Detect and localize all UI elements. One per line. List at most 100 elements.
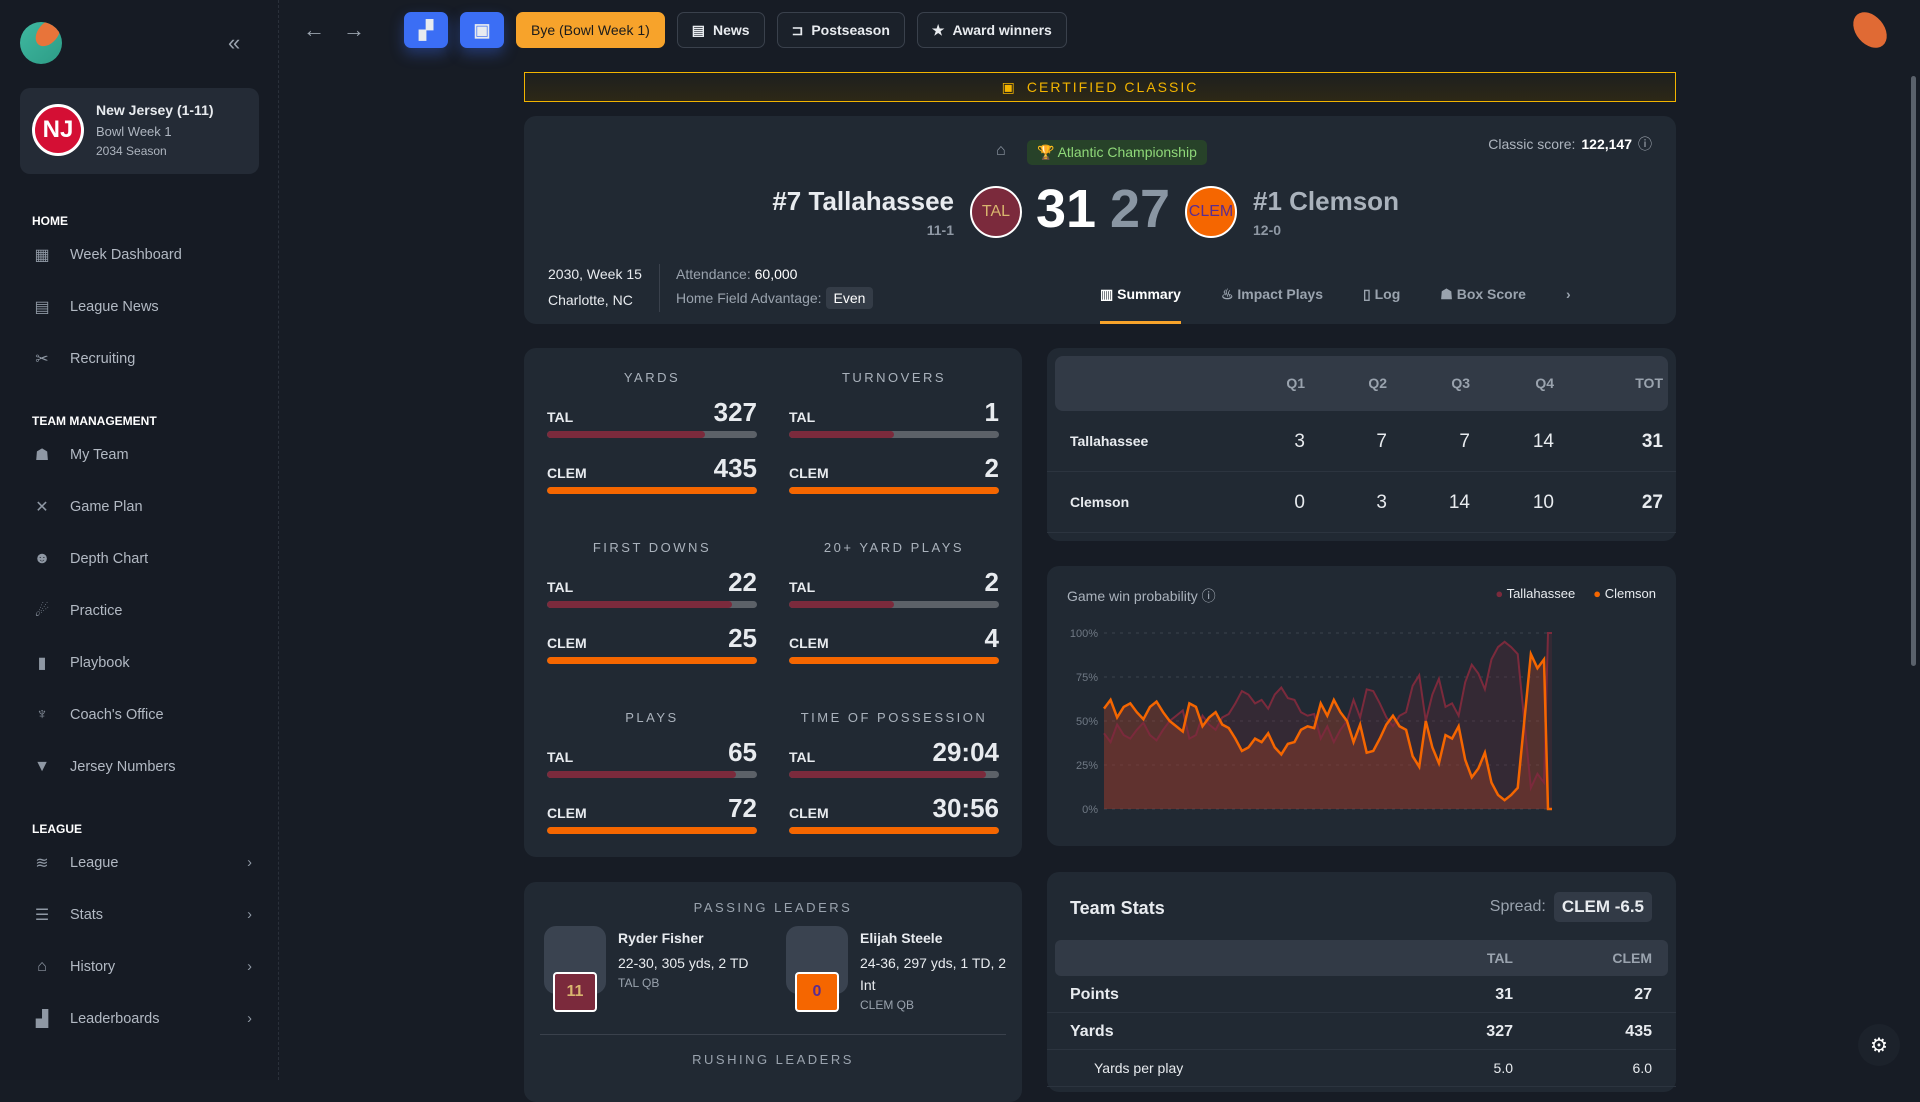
forward-arrow-icon[interactable]: → bbox=[343, 17, 365, 42]
back-arrow-icon[interactable]: ← bbox=[303, 17, 325, 42]
away-team-logo[interactable]: CLEM bbox=[1185, 186, 1237, 238]
advance-week-button[interactable]: Bye (Bowl Week 1) bbox=[516, 12, 665, 48]
quarter-header-cell: Q4 bbox=[1535, 375, 1554, 391]
leader-card[interactable]: 11 Ryder Fisher 22-30, 305 yds, 2 TD TAL QB bbox=[544, 924, 774, 1024]
game-location: Charlotte, NC bbox=[548, 292, 633, 308]
scrollbar[interactable] bbox=[1911, 76, 1916, 666]
info-icon[interactable]: ⓘ bbox=[1638, 136, 1652, 152]
more-tabs-chevron-icon[interactable]: › bbox=[1565, 286, 1571, 302]
sidebar-item-game-plan[interactable]: ✕ Game Plan bbox=[32, 492, 252, 522]
home-record: 11-1 bbox=[926, 222, 954, 238]
team-abbr: CLEM bbox=[789, 805, 829, 821]
football-icon[interactable] bbox=[1846, 5, 1894, 55]
legend-dot-icon: ● bbox=[1495, 586, 1507, 601]
stat-bar bbox=[789, 487, 999, 494]
stat-comparison: FIRST DOWNS TAL 22 CLEM 25 bbox=[547, 540, 757, 679]
sidebar-item-recruiting[interactable]: ✂ Recruiting bbox=[32, 344, 252, 374]
news-button[interactable]: ▤ News bbox=[676, 12, 765, 48]
y-tick-label: 50% bbox=[1076, 716, 1098, 728]
quarter-score: 27 bbox=[1641, 492, 1663, 513]
sidebar-item-label: History bbox=[70, 959, 116, 975]
team-abbr: TAL bbox=[547, 749, 574, 765]
team-card[interactable]: NJ New Jersey (1-11) Bowl Week 1 2034 Se… bbox=[20, 88, 259, 174]
leader-card[interactable]: 0 Elijah Steele 24-36, 297 yds, 1 TD, 2 In… bbox=[786, 924, 1016, 1024]
chevron-right-icon: › bbox=[247, 959, 252, 975]
player-stat-line: 24-36, 297 yds, 1 TD, 2 Int bbox=[860, 955, 1007, 993]
home-team-logo[interactable]: TAL bbox=[970, 186, 1022, 238]
home-team-name[interactable]: #7 Tallahassee bbox=[772, 186, 954, 216]
award-winners-button[interactable]: ★ Award winners bbox=[916, 12, 1067, 48]
sidebar-item-stats[interactable]: ☰ Stats › bbox=[32, 900, 252, 930]
player-position: CLEM QB bbox=[860, 998, 915, 1012]
dashboard-button[interactable]: ▞ bbox=[404, 12, 448, 48]
sidebar-item-league-news[interactable]: ▤ League News bbox=[32, 292, 252, 322]
collapse-sidebar-icon[interactable]: « bbox=[228, 30, 241, 55]
tab-box-score[interactable]: ☗ Box Score bbox=[1440, 286, 1526, 324]
tal-value: 327 bbox=[1486, 1023, 1513, 1040]
stat-title: YARDS bbox=[623, 370, 681, 385]
sidebar-section-title: HOME bbox=[32, 214, 68, 228]
attendance: Attendance: 60,000 bbox=[676, 266, 797, 282]
team-stats-card: Team Stats Spread: CLEM -6.5 TAL CLEM Poi… bbox=[1047, 872, 1676, 1092]
away-team-name[interactable]: #1 Clemson bbox=[1253, 186, 1399, 216]
nav-icon: ♆ bbox=[36, 706, 48, 723]
team-stats-row: Yards per play 5.0 6.0 bbox=[1047, 1050, 1676, 1087]
stat-bar bbox=[789, 431, 999, 438]
quarter-header-cell: TOT bbox=[1635, 375, 1663, 391]
postseason-label: Postseason bbox=[811, 22, 890, 38]
awards-label: Award winners bbox=[952, 22, 1052, 38]
sidebar-item-leaderboards[interactable]: ▟ Leaderboards › bbox=[32, 1004, 252, 1034]
team-abbr: CLEM bbox=[547, 465, 587, 481]
player-name[interactable]: Ryder Fisher bbox=[618, 930, 704, 946]
sidebar-item-history[interactable]: ⌂ History › bbox=[32, 952, 252, 982]
tab-impact-plays[interactable]: ♨ Impact Plays bbox=[1221, 286, 1323, 324]
sidebar-section-title: TEAM MANAGEMENT bbox=[32, 414, 157, 428]
stat-bar-fill bbox=[789, 827, 999, 834]
certificate-icon: ▣ bbox=[1001, 78, 1017, 95]
stat-bar-fill bbox=[547, 771, 736, 778]
app-logo[interactable] bbox=[20, 22, 62, 64]
stat-bar-fill bbox=[547, 657, 757, 664]
nav-icon: ✕ bbox=[35, 499, 49, 516]
sidebar-item-week-dashboard[interactable]: ▦ Week Dashboard bbox=[32, 240, 252, 270]
tallahassee-line bbox=[1103, 632, 1552, 792]
sidebar-item-label: Jersey Numbers bbox=[70, 759, 176, 775]
stat-bar-fill bbox=[547, 601, 732, 608]
sidebar-item-playbook[interactable]: ▮ Playbook bbox=[32, 648, 252, 678]
tab-log[interactable]: ▯ Log bbox=[1363, 286, 1400, 324]
player-name[interactable]: Elijah Steele bbox=[860, 930, 943, 946]
tab-label: Summary bbox=[1117, 286, 1181, 302]
sidebar-item-league[interactable]: ≋ League › bbox=[32, 848, 252, 878]
quarter-score: 7 bbox=[1459, 431, 1470, 452]
stat-bar-fill bbox=[789, 431, 894, 438]
stat-bar bbox=[547, 487, 757, 494]
sidebar-item-depth-chart[interactable]: ☻ Depth Chart bbox=[32, 544, 252, 574]
team-name: New Jersey (1-11) bbox=[96, 102, 214, 118]
player-position: TAL QB bbox=[618, 976, 660, 990]
sidebar-item-practice[interactable]: ☄ Practice bbox=[32, 596, 252, 626]
calendar-button[interactable]: ▣ bbox=[460, 12, 504, 48]
team-comparison: YARDS TAL 327 CLEM 435 TURNOVERS TAL 1 CLEM 2 FIRS… bbox=[524, 348, 1022, 857]
team-stats-title: Team Stats bbox=[1070, 898, 1165, 918]
spread-label: Spread: bbox=[1489, 898, 1546, 915]
banner-text: CERTIFIED CLASSIC bbox=[1026, 79, 1199, 95]
stat-row-clem: CLEM 4 bbox=[789, 623, 999, 679]
game-tabs: ▥ Summary ♨ Impact Plays ▯ Log ☗ Box Sco… bbox=[1100, 286, 1571, 324]
postseason-button[interactable]: ⊐ Postseason bbox=[776, 12, 905, 48]
nav-icon: ▤ bbox=[34, 299, 50, 316]
sidebar-item-coach-s-office[interactable]: ♆ Coach's Office bbox=[32, 700, 252, 730]
nav-icon: ✂ bbox=[35, 351, 49, 368]
settings-gear-icon[interactable]: ⚙ bbox=[1858, 1024, 1900, 1066]
sidebar-item-jersey-numbers[interactable]: ▼ Jersey Numbers bbox=[32, 752, 252, 782]
stat-bar bbox=[789, 601, 999, 608]
tab-summary[interactable]: ▥ Summary bbox=[1100, 286, 1181, 324]
team-abbr: CLEM bbox=[547, 635, 587, 651]
info-icon[interactable]: ⓘ bbox=[1201, 588, 1216, 604]
quarter-header bbox=[1055, 356, 1668, 411]
dashboard-icon: ▞ bbox=[419, 19, 433, 40]
stat-label: Points bbox=[1070, 986, 1119, 1003]
classic-label: Classic score: bbox=[1488, 136, 1576, 152]
stat-value: 4 bbox=[984, 623, 999, 653]
sidebar-item-my-team[interactable]: ☗ My Team bbox=[32, 440, 252, 470]
sidebar-item-label: Practice bbox=[70, 603, 123, 619]
